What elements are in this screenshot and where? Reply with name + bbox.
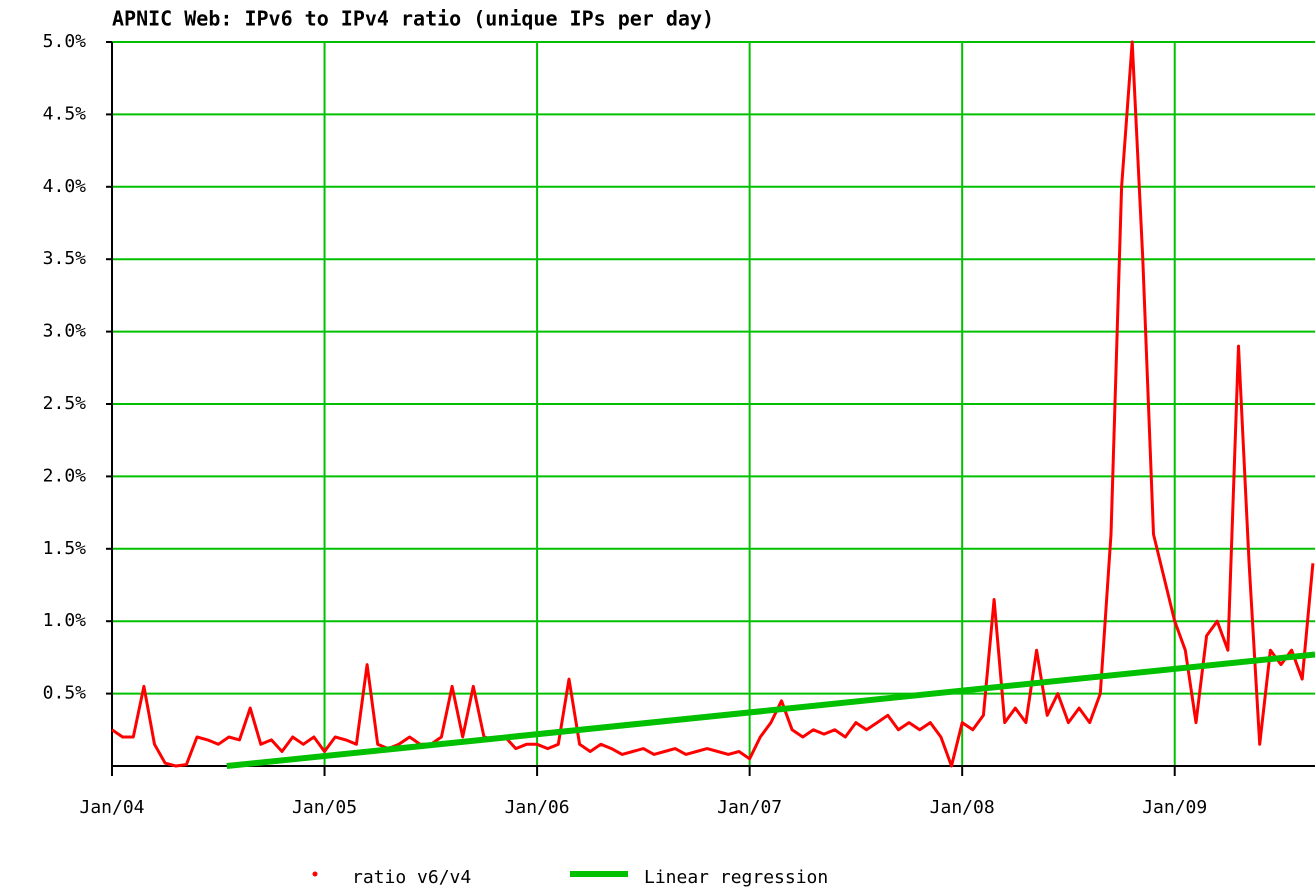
y-tick-label: 2.0% (43, 465, 87, 486)
x-tick-label: Jan/07 (717, 797, 782, 818)
legend-label: ratio v6/v4 (352, 867, 471, 888)
y-tick-label: 4.5% (43, 103, 87, 124)
y-tick-label: 2.5% (43, 393, 87, 414)
x-tick-label: Jan/05 (292, 797, 357, 818)
y-tick-label: 5.0% (43, 31, 87, 52)
y-tick-label: 3.5% (43, 248, 87, 269)
series-line (111, 40, 1315, 768)
x-tick-label: Jan/04 (79, 797, 144, 818)
x-tick-label: Jan/09 (1142, 797, 1207, 818)
series-line (226, 651, 1315, 769)
y-tick-label: 3.0% (43, 321, 87, 342)
y-tick-label: 0.5% (43, 683, 87, 704)
x-tick-label: Jan/06 (505, 797, 570, 818)
y-tick-label: 1.0% (43, 610, 87, 631)
legend-marker (312, 871, 318, 877)
chart-title: APNIC Web: IPv6 to IPv4 ratio (unique IP… (112, 7, 714, 31)
y-tick-label: 4.0% (43, 176, 87, 197)
x-tick-label: Jan/08 (930, 797, 995, 818)
legend-label: Linear regression (644, 867, 828, 888)
y-tick-label: 1.5% (43, 538, 87, 559)
